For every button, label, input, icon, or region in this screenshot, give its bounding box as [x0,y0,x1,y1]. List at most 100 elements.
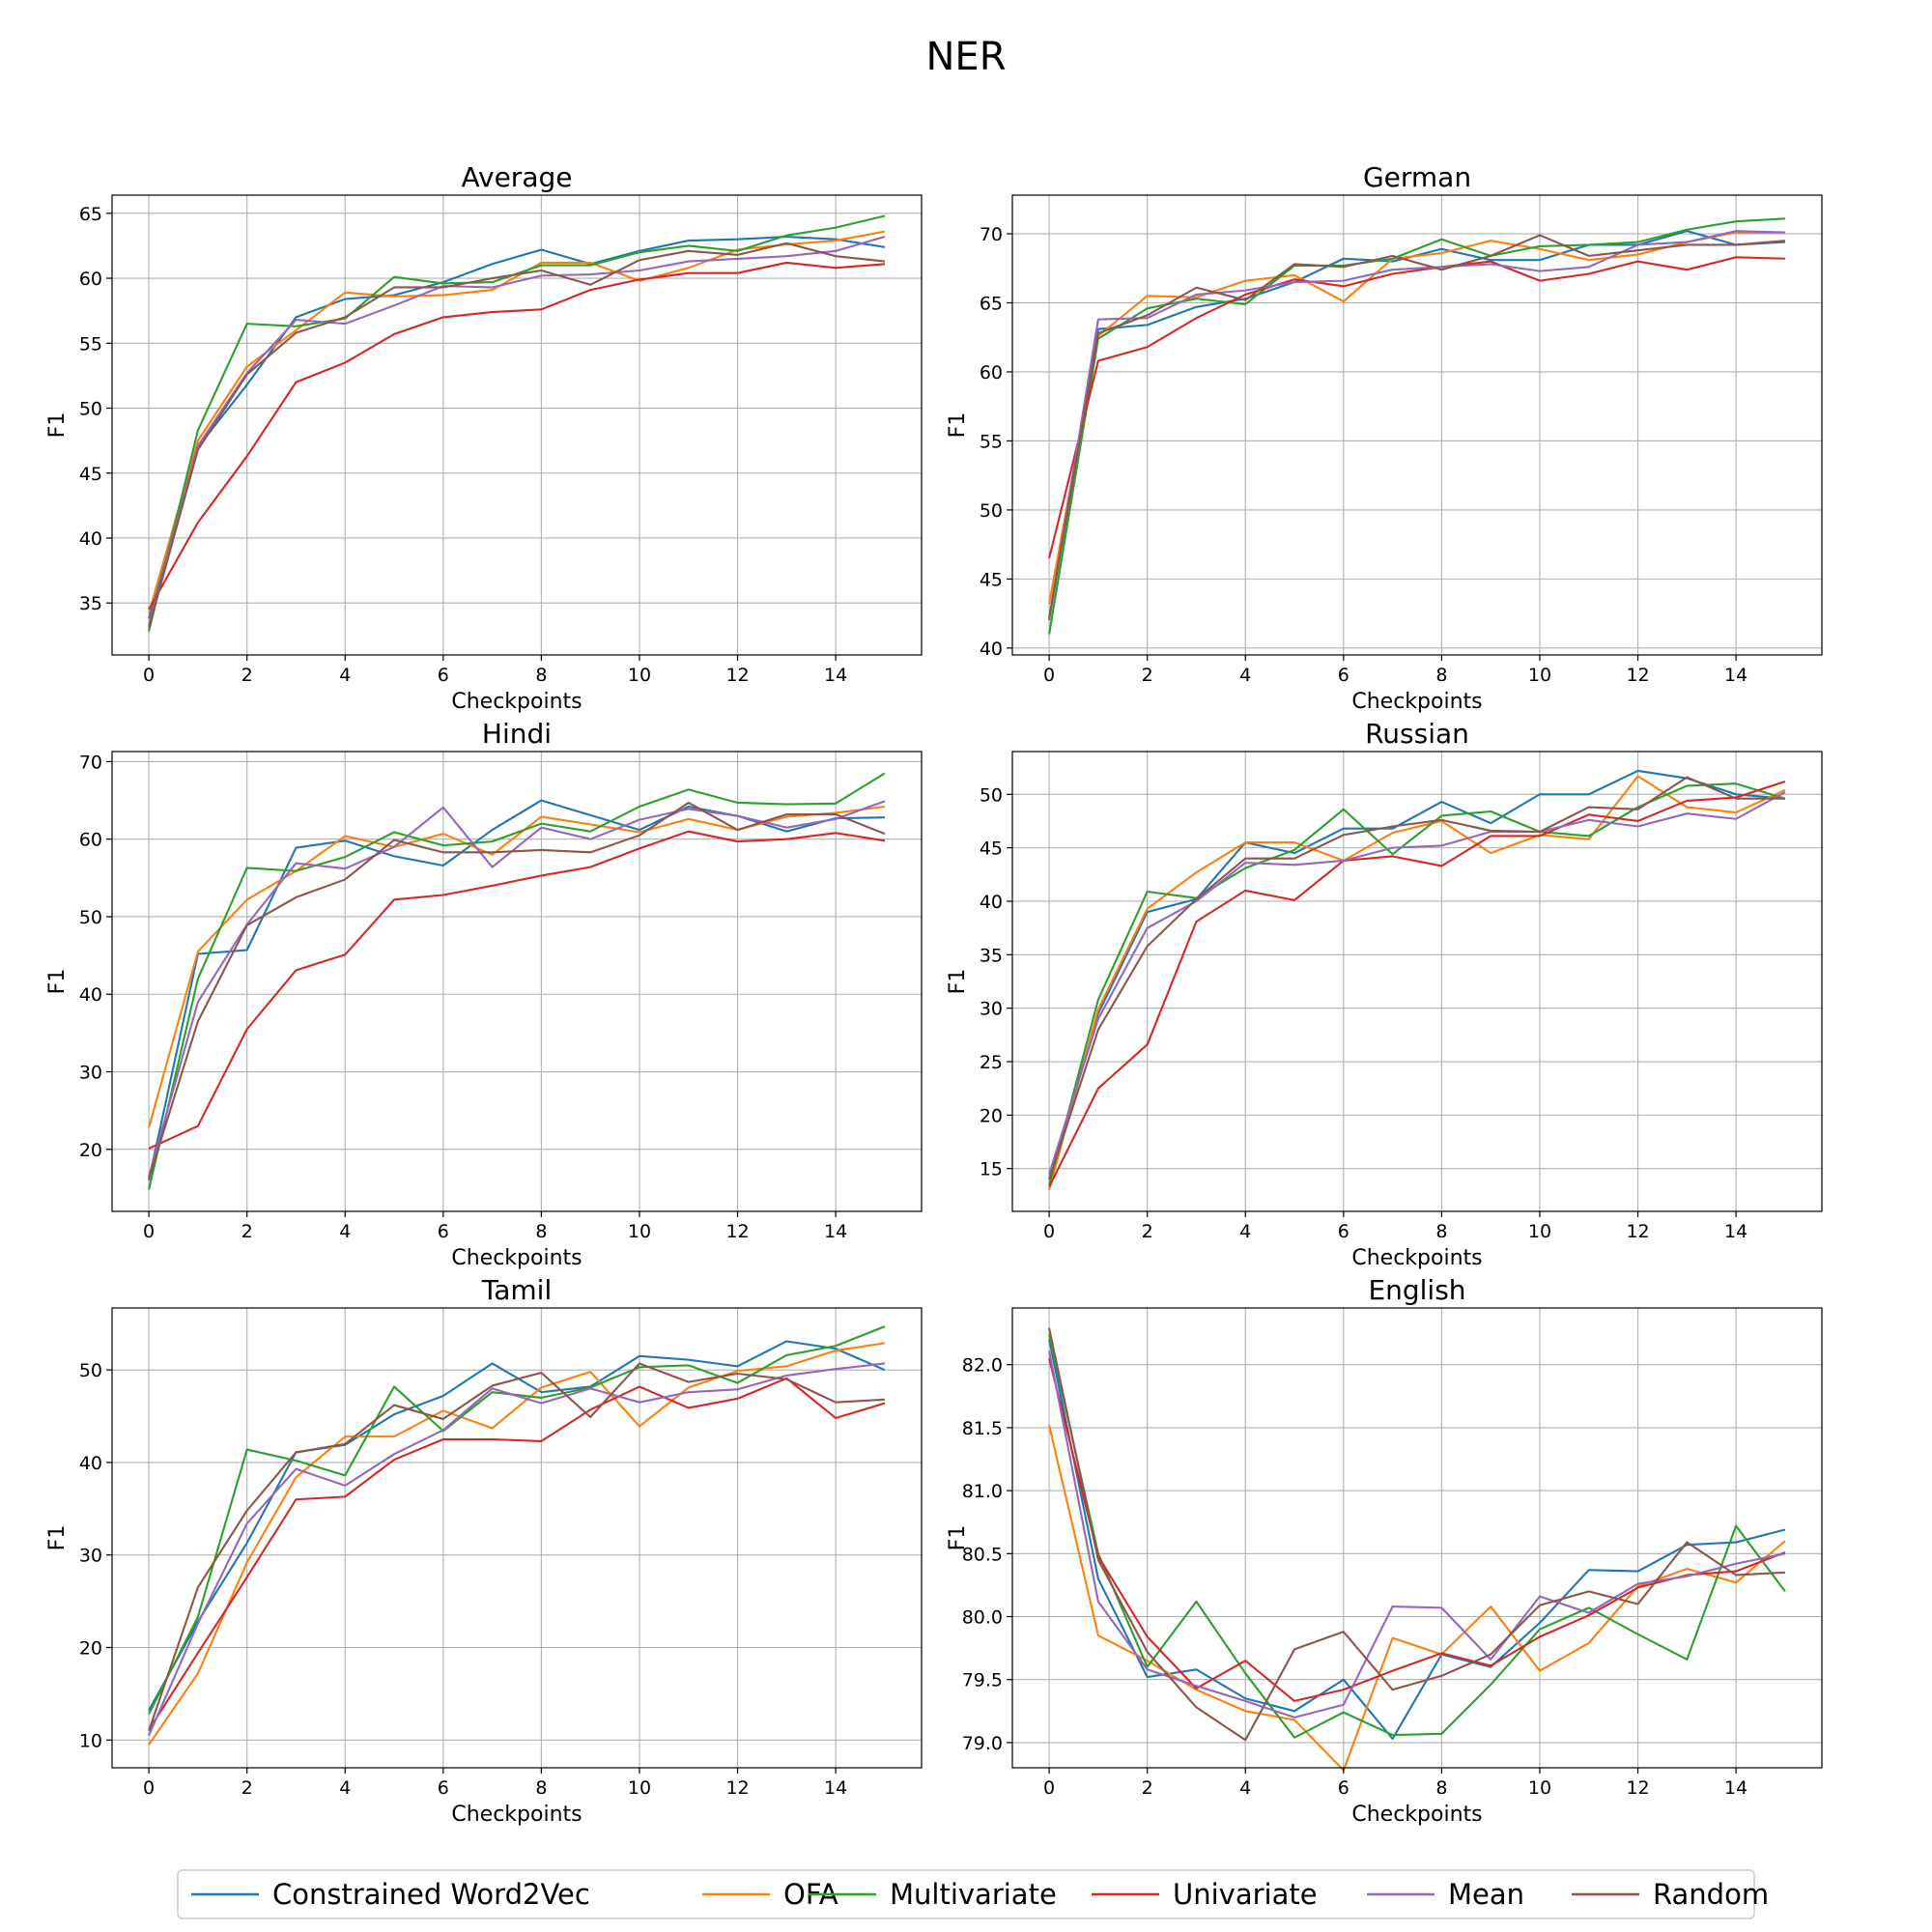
x-tick-label: 4 [1239,1777,1251,1799]
x-tick-label: 4 [339,1221,351,1242]
x-tick-label: 4 [1239,665,1251,686]
y-tick-label: 35 [980,945,1003,966]
series-line-random [148,242,886,629]
x-tick-label: 8 [1435,1777,1447,1799]
subplot-title: Tamil [481,1274,552,1306]
x-tick-label: 2 [1142,1221,1153,1242]
x-axis-label: Checkpoints [451,1803,582,1827]
x-tick-label: 14 [1724,665,1747,686]
y-tick-label: 65 [980,293,1003,314]
series-line-mean [1048,230,1785,619]
y-tick-label: 80.5 [962,1544,1003,1565]
y-tick-label: 55 [980,431,1003,452]
series-line-mean [1048,791,1786,1175]
subplot-title: Average [462,161,573,193]
x-axis-label: Checkpoints [1351,690,1482,714]
x-tick-label: 12 [725,665,749,686]
x-tick-label: 4 [339,665,351,686]
series-line-constrained-word2vec [1048,769,1786,1180]
series-line-univariate [1048,1357,1786,1702]
series-line-univariate [148,261,885,611]
y-tick-label: 35 [79,593,102,614]
y-tick-label: 45 [980,838,1003,860]
y-tick-label: 50 [980,500,1003,522]
plot-frame [1011,194,1823,656]
y-tick-label: 55 [79,333,102,355]
y-axis-label: F1 [45,1525,70,1551]
legend-label-constrained-word2vec: Constrained Word2Vec [272,1878,590,1911]
legend-box [177,1869,1755,1919]
x-axis-label: Checkpoints [1351,1246,1482,1270]
series-line-multivariate [1048,217,1785,635]
series-line-multivariate [1048,1334,1786,1739]
subplot-average: 0 2 4 6 8 10 12 14 35 40 45 50 55 60 65 Average Checkpoi… [45,161,923,714]
x-tick-label: 8 [535,665,547,686]
y-tick-label: 60 [79,269,102,290]
x-tick-label: 10 [628,665,651,686]
x-tick-label: 0 [143,1777,155,1799]
legend-label-univariate: Univariate [1173,1878,1318,1911]
y-tick-label: 50 [79,399,102,420]
x-axis-label: Checkpoints [1351,1803,1482,1827]
x-tick-label: 14 [824,665,847,686]
plot-frame [1011,1307,1823,1769]
x-tick-label: 0 [1043,1777,1055,1799]
y-axis-label: F1 [946,412,970,439]
x-axis-label: Checkpoints [451,690,582,714]
y-tick-label: 20 [79,1140,102,1161]
x-tick-label: 8 [535,1221,547,1242]
x-tick-label: 6 [1338,665,1350,686]
subplot-grid: 0 2 4 6 8 10 12 1435404550556065AverageCheckpoi… [45,161,1823,1827]
series-line-random [148,801,886,1179]
series-line-ofa [148,230,886,614]
x-tick-label: 10 [628,1221,651,1242]
y-tick-label: 50 [79,1360,102,1381]
y-tick-label: 15 [980,1159,1003,1180]
series-line-univariate [148,1377,886,1731]
x-tick-label: 2 [1142,665,1153,686]
y-tick-label: 30 [79,1063,102,1084]
series-line-ofa [148,805,886,1128]
plot-frame [1011,751,1823,1212]
subplot-title: Russian [1365,718,1469,750]
y-tick-label: 45 [980,569,1003,590]
x-tick-label: 6 [1338,1221,1350,1242]
series-line-random [1048,234,1785,618]
y-tick-label: 40 [79,1453,102,1474]
x-tick-label: 12 [725,1221,749,1242]
x-tick-label: 14 [824,1777,847,1799]
x-tick-label: 2 [1142,1777,1153,1799]
y-tick-label: 40 [980,639,1003,660]
subplot-hindi: 0 2 4 6 8 10 12 14 20 30 40 50 60 70 Hindi Checkpoints F… [45,718,923,1270]
x-tick-label: 2 [242,665,253,686]
plot-frame [111,751,923,1212]
y-tick-label: 40 [980,892,1003,913]
y-axis-label: F1 [946,1525,970,1551]
series-line-ofa [1048,775,1786,1191]
x-tick-label: 12 [725,1777,749,1799]
x-tick-label: 2 [242,1777,253,1799]
x-tick-label: 12 [1626,1777,1649,1799]
x-tick-label: 10 [1528,1221,1551,1242]
subplot-english: 0 2 4 6 8 10 12 14 79.0 79.5 80.0 80.5 81.0 81.5 82.0 E… [946,1274,1823,1827]
series-line-multivariate [148,772,886,1190]
x-tick-label: 8 [535,1777,547,1799]
series-line-mean [148,236,886,626]
series-line-constrained-word2vec [1048,1339,1786,1741]
y-axis-label: F1 [946,969,970,995]
figure-title: NER [926,35,1007,79]
series-line-random [148,1362,885,1732]
series-line-mean [148,1362,886,1736]
x-tick-label: 8 [1435,665,1447,686]
series-line-constrained-word2vec [148,235,886,619]
x-tick-label: 6 [438,1221,449,1242]
y-tick-label: 30 [980,999,1003,1020]
x-tick-label: 6 [438,1777,449,1799]
y-axis-label: F1 [45,412,70,439]
y-tick-label: 65 [79,204,102,225]
series-line-univariate [148,830,886,1150]
x-tick-label: 4 [1239,1221,1251,1242]
subplot-russian: 0 2 4 6 8 10 12 14 15 20 25 30 35 40 45 50 Russian Checkp… [946,718,1823,1270]
x-tick-label: 4 [339,1777,351,1799]
